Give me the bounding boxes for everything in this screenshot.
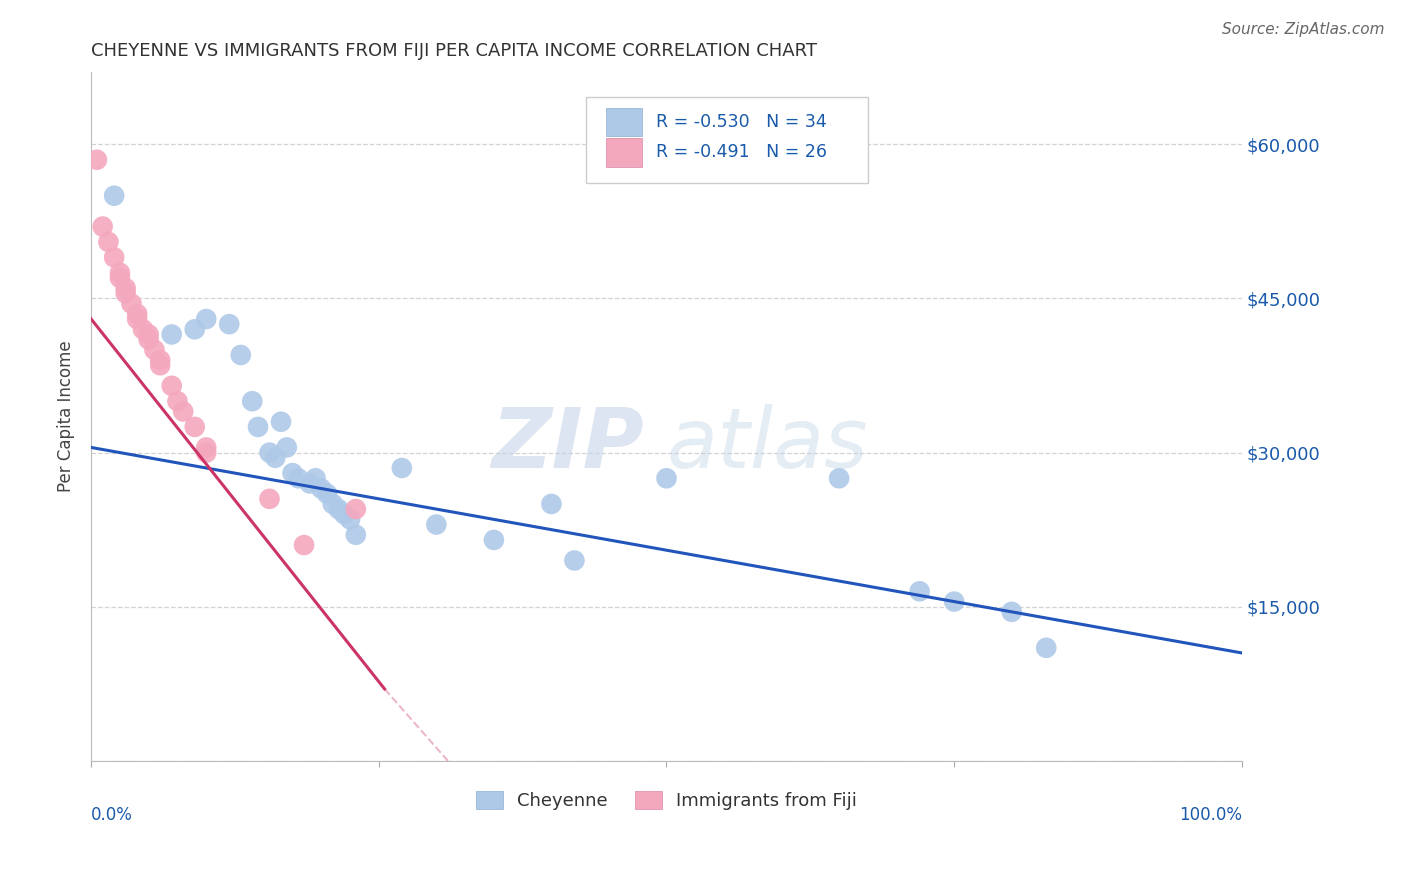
Point [316,486,339,500]
Point [943,594,966,608]
Point [1035,640,1057,655]
FancyBboxPatch shape [586,96,868,183]
Point [276,441,298,455]
Point [339,512,361,526]
Point [828,471,851,485]
Point [292,538,315,552]
Point [304,471,326,485]
Point [138,333,160,347]
Point [247,420,270,434]
Point [103,251,125,265]
Point [91,219,114,234]
Point [195,445,218,459]
Text: R = -0.491   N = 26: R = -0.491 N = 26 [657,144,827,161]
Point [425,517,447,532]
Point [540,497,562,511]
Point [270,415,292,429]
Point [149,353,172,368]
Point [259,445,281,459]
Text: CHEYENNE VS IMMIGRANTS FROM FIJI PER CAPITA INCOME CORRELATION CHART: CHEYENNE VS IMMIGRANTS FROM FIJI PER CAP… [91,42,817,60]
Point [482,533,505,547]
Point [655,471,678,485]
Point [138,327,160,342]
Point [195,441,218,455]
Point [143,343,166,357]
Point [183,322,205,336]
Point [172,404,194,418]
Point [160,379,183,393]
Point [344,502,367,516]
Point [264,450,287,465]
Point [391,461,413,475]
Text: Source: ZipAtlas.com: Source: ZipAtlas.com [1222,22,1385,37]
Point [240,394,263,409]
Text: atlas: atlas [666,404,868,484]
Point [195,312,218,326]
Legend: Cheyenne, Immigrants from Fiji: Cheyenne, Immigrants from Fiji [468,783,865,817]
Point [564,553,586,567]
Text: 0.0%: 0.0% [91,805,134,823]
Point [281,466,304,480]
Point [218,317,240,331]
Point [259,491,281,506]
Point [183,420,205,434]
Point [149,358,172,372]
Point [322,497,344,511]
Point [127,307,149,321]
Text: 100.0%: 100.0% [1178,805,1241,823]
Point [114,286,136,301]
Point [103,188,125,202]
Point [108,271,131,285]
Point [287,471,309,485]
Point [108,266,131,280]
Point [166,394,188,409]
Point [344,528,367,542]
Point [127,312,149,326]
Point [908,584,931,599]
Point [311,482,333,496]
Point [114,281,136,295]
Point [229,348,252,362]
FancyBboxPatch shape [606,138,643,167]
Point [298,476,321,491]
Point [86,153,108,167]
Text: R = -0.530   N = 34: R = -0.530 N = 34 [657,113,827,131]
Point [1001,605,1024,619]
Point [333,508,356,522]
Point [120,296,142,310]
Y-axis label: Per Capita Income: Per Capita Income [58,341,75,492]
Point [160,327,183,342]
Point [328,502,350,516]
Text: ZIP: ZIP [491,404,644,484]
Point [132,322,155,336]
Point [97,235,120,249]
FancyBboxPatch shape [606,108,643,136]
